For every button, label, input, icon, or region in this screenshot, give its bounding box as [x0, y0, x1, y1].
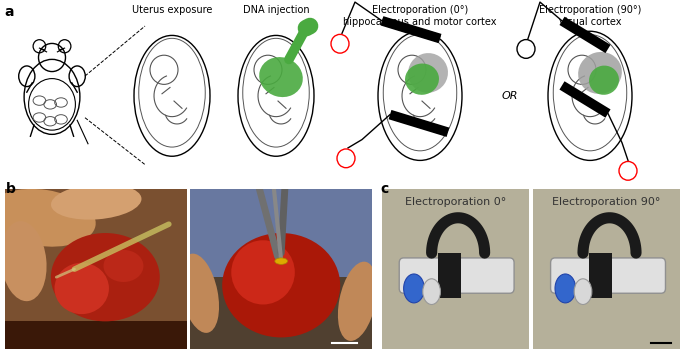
Ellipse shape [51, 233, 160, 321]
FancyBboxPatch shape [551, 258, 666, 293]
Text: -: - [524, 44, 527, 54]
Text: Electroporation (90°)
visual cortex: Electroporation (90°) visual cortex [539, 5, 641, 27]
Bar [438, 253, 461, 298]
Text: c: c [380, 182, 388, 196]
Ellipse shape [55, 263, 109, 314]
Ellipse shape [222, 233, 340, 337]
Text: -: - [339, 44, 341, 50]
Text: +: + [336, 38, 343, 47]
Ellipse shape [578, 52, 622, 94]
Text: DNA injection: DNA injection [242, 5, 310, 15]
Ellipse shape [405, 64, 439, 95]
Bar [589, 253, 612, 298]
Ellipse shape [180, 253, 219, 333]
Ellipse shape [1, 221, 47, 301]
Circle shape [337, 149, 355, 168]
Ellipse shape [423, 279, 440, 305]
Ellipse shape [275, 258, 288, 264]
Text: -: - [345, 153, 347, 162]
Text: Uterus exposure: Uterus exposure [132, 5, 212, 15]
Ellipse shape [338, 262, 377, 341]
Ellipse shape [408, 53, 448, 93]
Ellipse shape [589, 66, 619, 95]
Text: b: b [5, 182, 15, 196]
Ellipse shape [232, 240, 295, 305]
Circle shape [331, 34, 349, 53]
Ellipse shape [51, 184, 142, 220]
Circle shape [517, 40, 535, 58]
FancyBboxPatch shape [399, 258, 514, 293]
Text: Electroporation 90°: Electroporation 90° [552, 197, 661, 207]
Ellipse shape [0, 189, 96, 247]
Text: +: + [343, 158, 349, 164]
Bar [5, 321, 187, 349]
Ellipse shape [403, 274, 424, 303]
Ellipse shape [555, 274, 575, 303]
Text: Electroporation (0°)
hippocampus and motor cortex: Electroporation (0°) hippocampus and mot… [343, 5, 497, 27]
Text: Electroporation 0°: Electroporation 0° [405, 197, 506, 207]
Text: +: + [625, 166, 632, 175]
Ellipse shape [574, 279, 592, 305]
Text: a: a [4, 5, 14, 19]
Text: OR: OR [501, 91, 519, 101]
Ellipse shape [103, 250, 143, 282]
Ellipse shape [259, 57, 303, 97]
Bar [190, 189, 372, 277]
Circle shape [619, 161, 637, 180]
